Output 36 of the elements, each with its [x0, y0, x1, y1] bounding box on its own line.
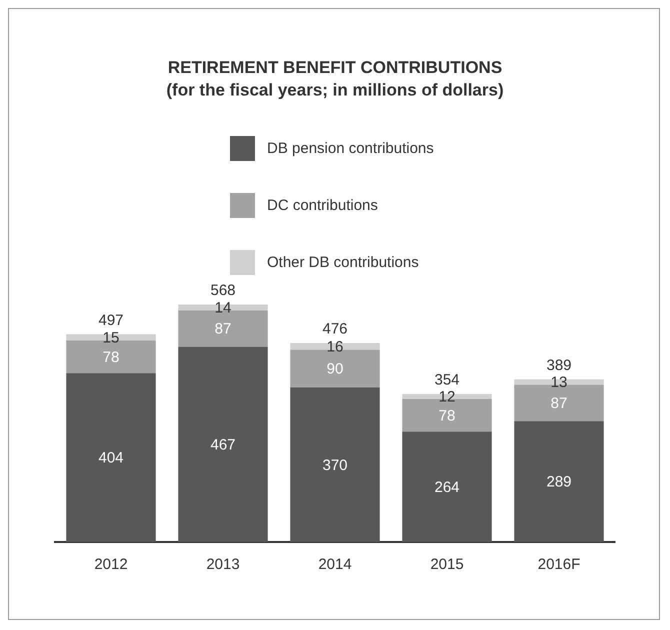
data-label: 16: [326, 338, 344, 356]
total-label: 389: [546, 357, 572, 374]
data-label: 87: [550, 395, 568, 412]
data-label: 78: [102, 348, 120, 366]
data-label: 13: [550, 374, 568, 392]
x-tick-label: 2013: [206, 556, 240, 574]
data-label: 15: [102, 330, 120, 347]
data-label: 467: [210, 436, 236, 454]
data-label: 78: [438, 407, 456, 424]
legend-label: DC contributions: [267, 197, 378, 214]
data-label: 87: [214, 320, 232, 338]
data-label: 404: [98, 450, 124, 467]
legend-label: Other DB contributions: [267, 254, 419, 271]
bar: [514, 421, 604, 542]
total-label: 568: [210, 282, 236, 300]
total-label: 354: [434, 372, 460, 389]
total-label: 497: [98, 312, 124, 329]
bar: [178, 346, 268, 542]
bar: [290, 343, 380, 350]
x-tick-label: 2014: [318, 556, 352, 574]
data-label: 264: [434, 478, 460, 496]
data-label: 90: [326, 360, 344, 378]
bar: [402, 432, 492, 542]
data-label: 370: [322, 456, 348, 474]
bar: [66, 373, 156, 542]
chart-subtitle: (for the fiscal years; in millions of dollars): [166, 80, 504, 100]
total-label: 476: [322, 320, 348, 338]
x-tick-label: 2016F: [538, 556, 580, 574]
data-label: 289: [546, 474, 572, 491]
bar: [290, 387, 380, 542]
legend-label: DB pension contributions: [267, 140, 434, 157]
data-label: 12: [438, 388, 456, 406]
chart-title: RETIREMENT BENEFIT CONTRIBUTIONS: [168, 58, 502, 77]
x-tick-label: 2015: [430, 556, 464, 574]
data-label: 14: [214, 300, 232, 317]
x-tick-label: 2012: [94, 556, 128, 574]
